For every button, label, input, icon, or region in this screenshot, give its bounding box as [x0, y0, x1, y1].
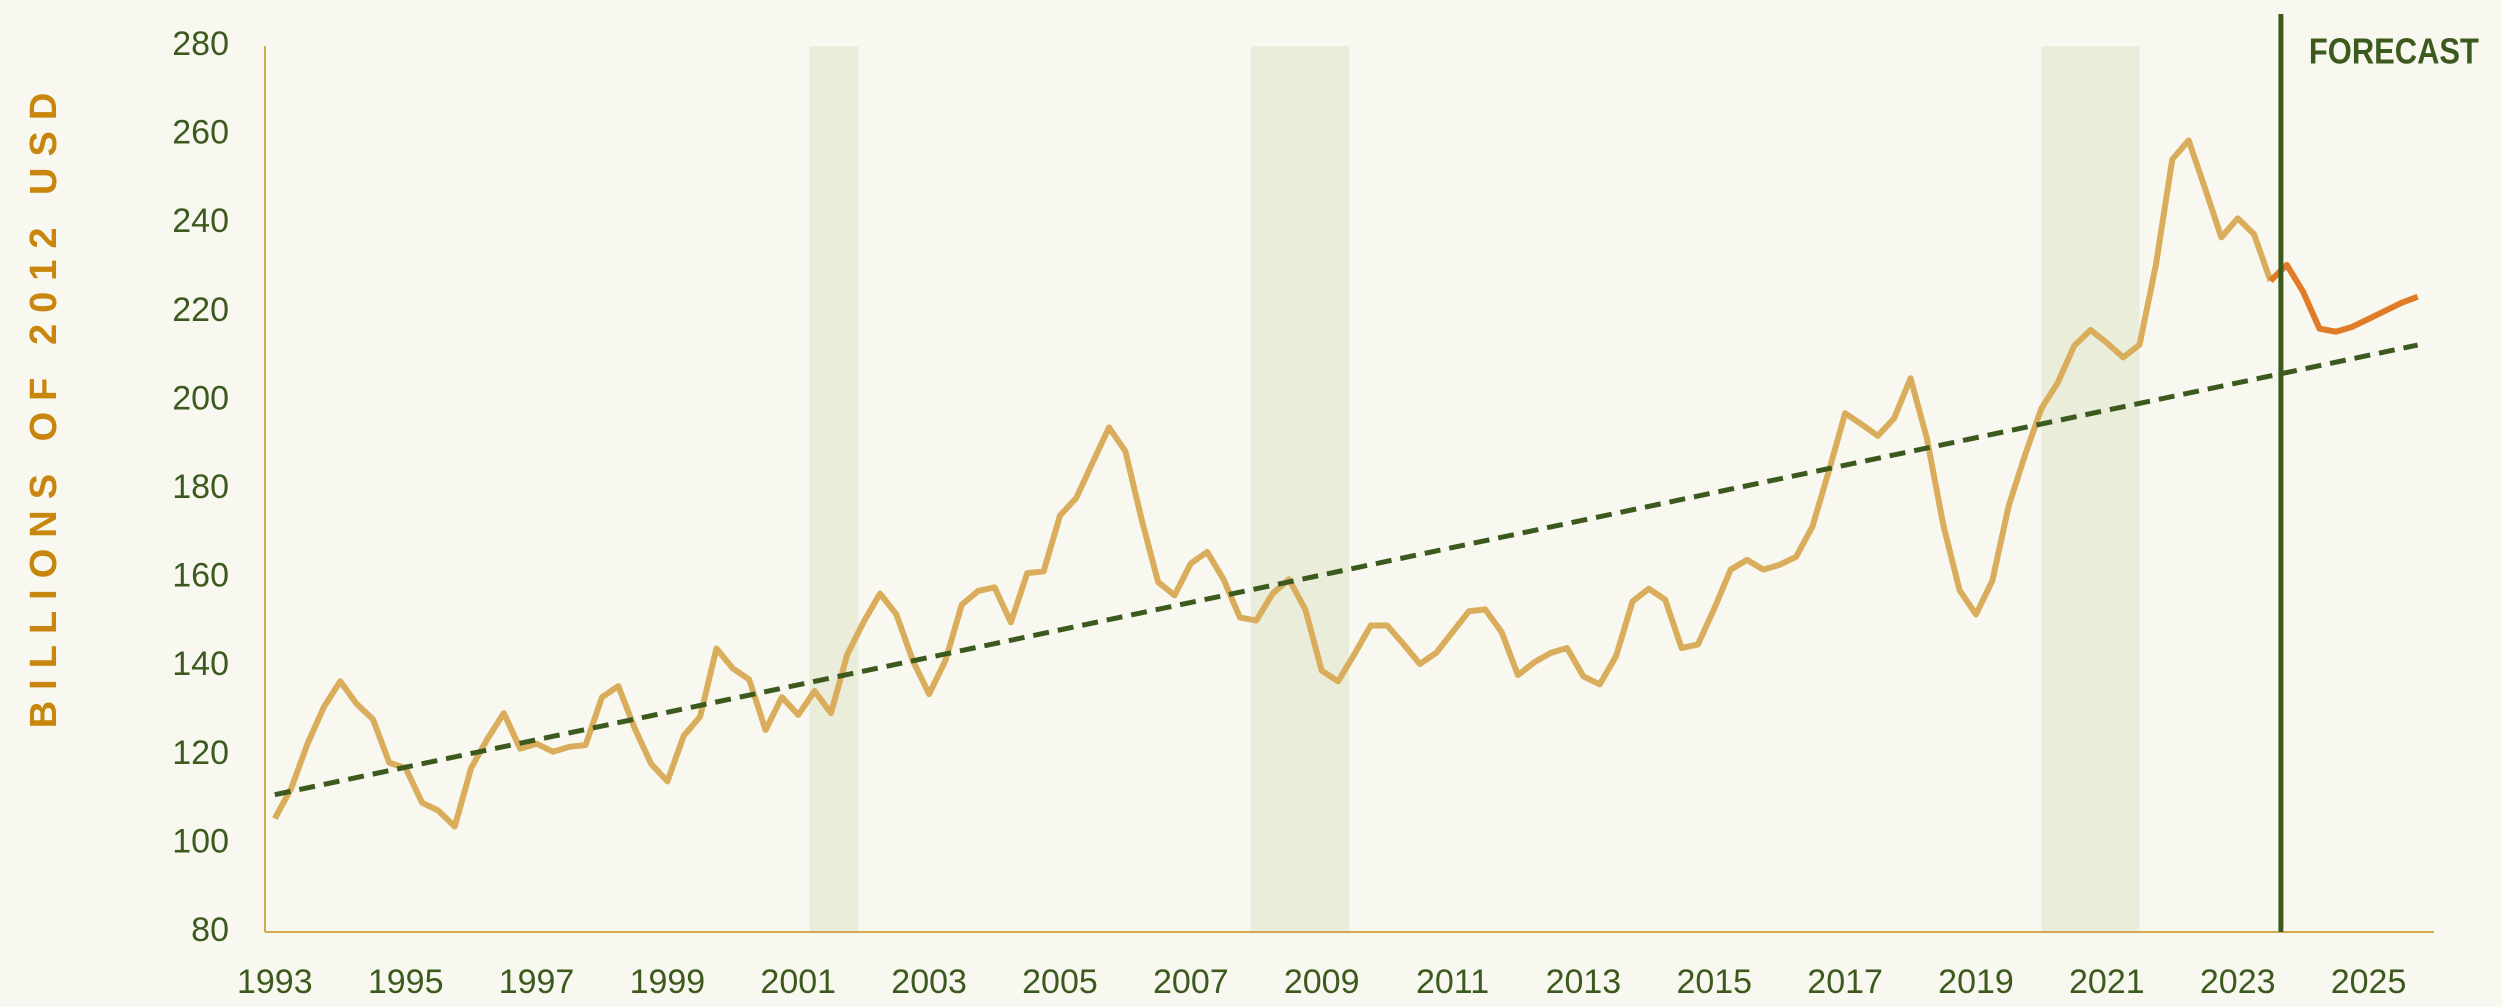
x-tick-label: 2005 — [1022, 963, 1098, 1001]
y-tick-label: 280 — [172, 25, 229, 63]
recession-band — [809, 46, 859, 932]
series-line — [272, 137, 2274, 830]
x-tick-label: 2013 — [1546, 963, 1622, 1001]
x-tick-label: 2023 — [2200, 963, 2276, 1001]
y-tick-label: 220 — [172, 291, 229, 329]
x-tick-label: 2019 — [1938, 963, 2014, 1001]
x-tick-label: 2021 — [2069, 963, 2145, 1001]
trend-line — [274, 342, 2419, 798]
y-tick-label: 180 — [172, 468, 229, 506]
forecast-label: FORECAST — [2309, 31, 2479, 72]
x-tick-label: 2015 — [1676, 963, 1752, 1001]
x-tick-label: 2007 — [1153, 963, 1229, 1001]
y-tick-label: 160 — [172, 557, 229, 595]
y-tick-label: 260 — [172, 114, 229, 152]
y-axis-label: BILLIONS OF 2012 USD — [23, 82, 65, 729]
x-tick-label: 1999 — [630, 963, 706, 1001]
series-line — [2268, 261, 2419, 335]
x-tick-label: 2003 — [891, 963, 967, 1001]
x-tick-label: 2011 — [1416, 963, 1489, 1001]
recession-band — [2041, 46, 2140, 932]
y-tick-label: 240 — [172, 202, 229, 240]
y-tick-label: 100 — [172, 822, 229, 860]
x-tick-label: 1995 — [368, 963, 444, 1001]
x-tick-label: 2001 — [760, 963, 836, 1001]
y-tick-label: 80 — [191, 911, 229, 949]
x-tick-label: 1997 — [499, 963, 575, 1001]
x-tick-label: 2025 — [2331, 963, 2407, 1001]
x-tick-label: 1993 — [237, 963, 313, 1001]
y-tick-label: 120 — [172, 734, 229, 772]
x-tick-label: 2009 — [1284, 963, 1360, 1001]
y-tick-label: 200 — [172, 379, 229, 417]
recession-band — [1251, 46, 1350, 932]
y-tick-label: 140 — [172, 645, 229, 683]
x-tick-label: 2017 — [1807, 963, 1883, 1001]
